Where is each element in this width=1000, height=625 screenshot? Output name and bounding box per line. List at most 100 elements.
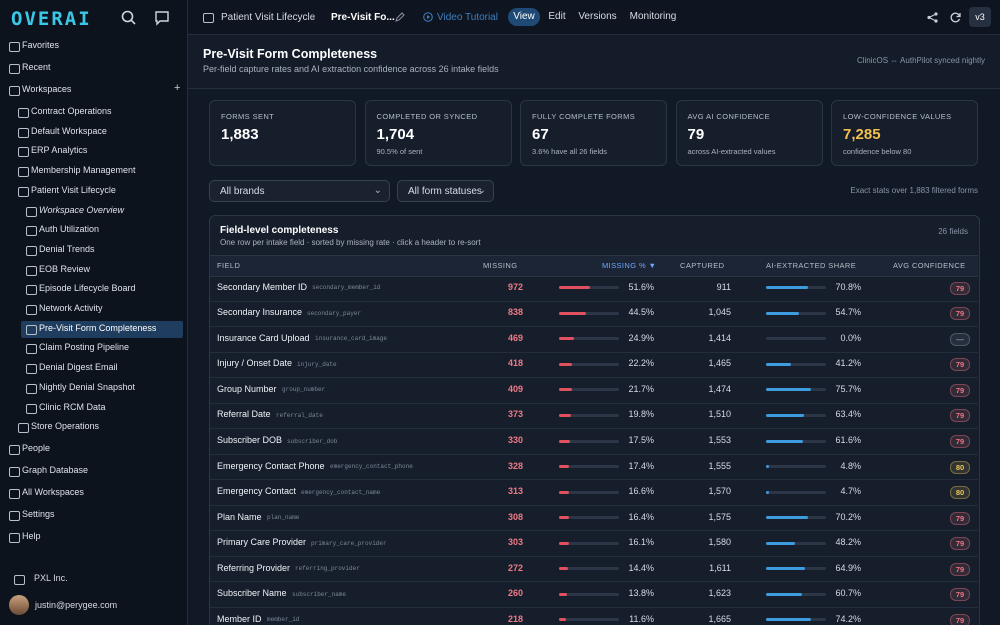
breadcrumb-separator: › (312, 11, 316, 22)
nav-item[interactable]: Denial Trends (39, 243, 95, 254)
kpi-value: 67 (532, 126, 549, 143)
nav-icon (18, 186, 29, 197)
missing-count: 272 (507, 562, 523, 573)
user-email[interactable]: justin@perygee.com (35, 600, 118, 610)
row-divider (210, 581, 978, 583)
nav-item[interactable]: Recent (22, 62, 51, 72)
nav-item[interactable]: Auth Utilization (39, 224, 100, 235)
share-icon[interactable] (927, 12, 938, 23)
kpi-label: LOW-CONFIDENCE VALUES (843, 112, 952, 121)
breadcrumb[interactable]: Patient Visit Lifecycle (221, 12, 316, 23)
nav-item[interactable]: Graph Database (22, 465, 89, 476)
nav-item[interactable]: EOB Review (39, 263, 91, 274)
bar-track (559, 541, 619, 545)
missing-pct: 22.2% (628, 358, 654, 369)
nav-item[interactable]: Denial Digest Email (39, 362, 118, 373)
nav-item[interactable]: Workspaces (22, 84, 72, 94)
status-filter[interactable]: All form statuses ⌄ (397, 180, 494, 202)
bar-track (559, 311, 619, 315)
confidence-badge: 79 (950, 409, 970, 423)
nav-icon (9, 42, 20, 52)
ai-share: 48.2% (835, 537, 861, 548)
refresh-icon[interactable] (950, 12, 961, 23)
brand-filter[interactable]: All brands ⌄ (209, 180, 390, 202)
column-header[interactable]: MISSING (483, 261, 518, 270)
nav-item[interactable]: Help (22, 531, 41, 542)
bar-track (559, 413, 619, 417)
bar-track (559, 516, 619, 520)
confidence-badge: 79 (950, 511, 970, 525)
brand-filter-label: All brands (220, 186, 265, 197)
add-workspace[interactable]: + (174, 82, 181, 94)
nav-item[interactable]: Pre-Visit Form Completeness (39, 322, 157, 333)
column-header[interactable]: CAPTURED (680, 261, 725, 270)
video-tutorial[interactable]: Video Tutorial (437, 12, 498, 23)
nav-item[interactable]: Store Operations (31, 421, 100, 432)
nav-item[interactable]: Episode Lifecycle Board (39, 283, 136, 294)
version-badge[interactable]: v3 (969, 7, 991, 27)
column-header[interactable]: AI-EXTRACTED SHARE (766, 261, 857, 270)
field-key: secondary_payer (307, 309, 362, 317)
nav-item[interactable]: Patient Visit Lifecycle (31, 184, 116, 195)
missing-pct: 17.5% (628, 435, 654, 445)
chevron: ⌄ (373, 185, 382, 196)
tab[interactable]: Versions (578, 11, 617, 22)
column-header[interactable]: AVG CONFIDENCE (893, 261, 966, 270)
bar-track (559, 592, 619, 596)
bar (766, 516, 809, 520)
column-header[interactable]: MISSING % ▼ (602, 261, 657, 270)
kpi-card: FULLY COMPLETE FORMS 67 3.6% have all 26 f… (520, 100, 667, 166)
page-header (188, 35, 1000, 89)
ai-share: 70.2% (835, 511, 861, 522)
nav-item[interactable]: All Workspaces (22, 487, 84, 498)
nav-item[interactable]: Settings (22, 509, 55, 520)
tab[interactable]: Edit (548, 11, 566, 22)
row-divider (210, 300, 978, 302)
captured: 1,611 (709, 562, 731, 573)
confidence-badge: 79 (950, 588, 970, 602)
nav-icon (26, 206, 37, 217)
nav-item[interactable]: Membership Management (31, 165, 136, 176)
row-divider (210, 479, 978, 481)
captured: 1,575 (708, 511, 731, 522)
field-key: emergency_contact_name (301, 488, 381, 496)
bar (766, 388, 812, 392)
field-key: injury_date (297, 360, 337, 368)
field-key: subscriber_dob (287, 437, 338, 445)
column-header[interactable]: FIELD (217, 261, 241, 270)
kpi-label: FULLY COMPLETE FORMS (532, 112, 636, 121)
field-key: member_id (267, 616, 300, 624)
nav-icon (26, 226, 37, 237)
tab[interactable]: Monitoring (629, 11, 677, 22)
search-icon[interactable] (121, 10, 137, 26)
chat-icon[interactable] (154, 10, 170, 26)
kpi-card: COMPLETED OR SYNCED 1,704 90.5% of sent (364, 100, 512, 166)
nav-item[interactable]: Favorites (22, 40, 60, 50)
bar-track (559, 490, 619, 494)
bar (559, 490, 569, 494)
page-name[interactable]: Pre-Visit Fo... (331, 12, 395, 23)
bar (559, 286, 590, 290)
nav-item[interactable]: Workspace Overview (39, 204, 125, 215)
nav-item[interactable]: Default Workspace (31, 125, 107, 136)
org-name[interactable]: PXL Inc. (34, 573, 68, 583)
nav-item[interactable]: Nightly Denial Snapshot (39, 381, 136, 392)
nav-item[interactable]: ERP Analytics (31, 145, 88, 156)
bar (766, 618, 811, 622)
row-divider (210, 377, 978, 379)
nav-item[interactable]: People (22, 443, 51, 454)
logo[interactable]: OVERAI (11, 8, 92, 30)
missing-count: 409 (507, 383, 523, 394)
field-key: emergency_contact_phone (330, 463, 413, 471)
nav-item[interactable]: Network Activity (39, 303, 103, 313)
missing-pct: 44.5% (628, 307, 654, 318)
edit-icon[interactable] (395, 12, 405, 22)
avatar[interactable] (9, 595, 29, 615)
nav-item[interactable]: Claim Posting Pipeline (39, 342, 130, 353)
nav-item[interactable]: Clinic RCM Data (39, 401, 106, 412)
missing-count: 218 (507, 613, 523, 624)
field-name: Group Number (217, 383, 277, 394)
page-subtitle: Per-field capture rates and AI extractio… (203, 64, 499, 74)
nav-item[interactable]: Contract Operations (31, 106, 112, 116)
tab[interactable]: View (508, 8, 540, 26)
